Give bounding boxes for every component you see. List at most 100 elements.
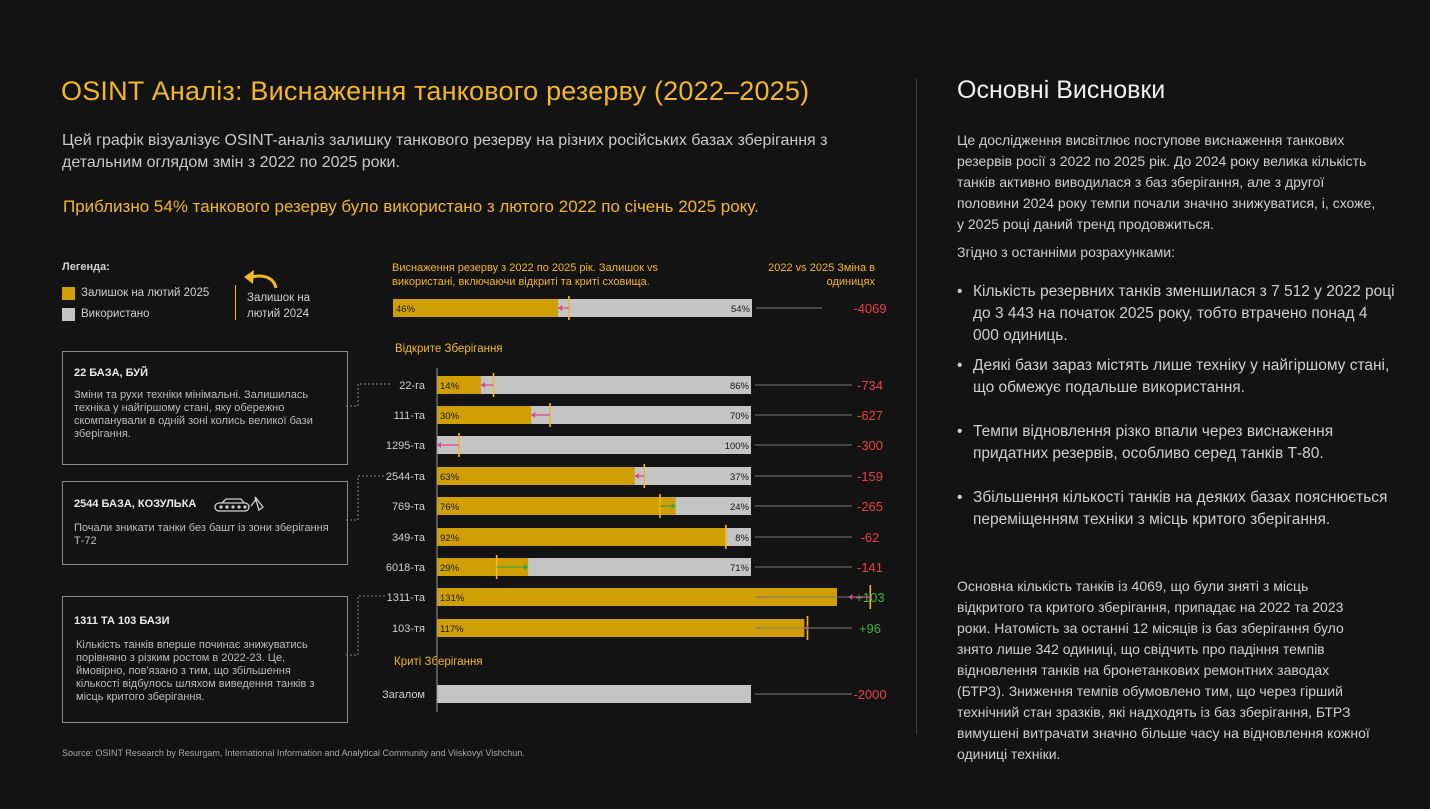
legend-marker-line (235, 285, 236, 320)
bullet-dot: • (957, 489, 963, 506)
note-box-2544: 2544 БАЗА, КОЗУЛЬКА Почали зникати танки… (62, 481, 348, 565)
bar-remaining (393, 299, 559, 317)
bar-remaining (437, 528, 726, 546)
change-arrow-head (558, 305, 563, 311)
panel-divider (916, 78, 917, 734)
conclusion-bullet: • Кількість резервних танків зменшилася … (957, 281, 1397, 347)
chart-change-header: 2022 vs 2025 Зміна в одиницях (768, 262, 875, 288)
bar-label-remaining: 76% (440, 502, 460, 513)
change-arrow-head (437, 442, 441, 448)
change-arrow-head (524, 564, 529, 570)
conclusion-bullet: • Збільшення кількості танків на деяких … (957, 487, 1397, 531)
change-value: -627 (857, 408, 883, 423)
change-arrow-head (634, 473, 639, 479)
bar-label-remaining: 29% (440, 563, 460, 574)
bar-used (437, 376, 751, 394)
bar-label-remaining: 63% (440, 472, 460, 483)
bar-label-used: 71% (730, 563, 750, 574)
conclusion-bullet-text: Деякі бази зараз містять лише техніку у … (973, 357, 1390, 396)
row-label: Загалом (382, 689, 425, 701)
bar-remaining (437, 467, 635, 485)
conclusion-bullet: • Деякі бази зараз містять лише техніку … (957, 355, 1397, 399)
tank-icon (214, 496, 264, 512)
change-value: +103 (855, 590, 884, 605)
change-value: -734 (857, 378, 883, 393)
row-label: 1311-та (387, 592, 426, 604)
change-value: -4069 (853, 301, 886, 316)
row-label: 2544-та (386, 471, 426, 483)
note-box-22: 22 БАЗА, БУЙ Зміни та рухи техніки мінім… (62, 351, 348, 465)
row-label: 111-та (394, 410, 426, 422)
change-value: -265 (857, 499, 883, 514)
bar-used (437, 685, 751, 703)
section-covered-storage: Криті Зберігання (394, 656, 483, 668)
bar-remaining (437, 619, 805, 637)
bar-remaining (437, 376, 481, 394)
bullet-dot: • (957, 357, 963, 374)
bar-label-used: 70% (730, 411, 750, 422)
note-connector (346, 595, 386, 656)
page-title: OSINT Аналіз: Виснаження танкового резер… (61, 76, 810, 106)
source-note: Source: OSINT Research by Resurgam, Inte… (62, 748, 525, 758)
legend-label-remaining: Залишок на лютий 2025 (81, 287, 210, 299)
note-box-1311-103: 1311 ТА 103 БАЗИ Кількість танків вперше… (62, 596, 348, 723)
row-label: 769-та (392, 501, 426, 513)
bar-label-remaining: 30% (440, 411, 460, 422)
conclusion-bullet-text: Кількість резервних танків зменшилася з … (973, 283, 1395, 344)
legend-swatch-remaining (62, 287, 75, 300)
change-value: -159 (857, 469, 883, 484)
conclusion-bullet-text: Темпи відновлення різко впали через висн… (973, 423, 1334, 462)
change-arrow-head (671, 503, 676, 509)
change-value: -300 (857, 438, 883, 453)
bar-label-used: 24% (730, 502, 750, 513)
conclusions-intro: Це дослідження висвітлює поступове висна… (957, 132, 1376, 232)
row-label: 6018-та (386, 562, 426, 574)
bullet-dot: • (957, 283, 963, 300)
conclusion-bullet-text: Збільшення кількості танків на деяких ба… (973, 489, 1388, 528)
bar-remaining (437, 558, 529, 576)
legend-label-2024: Залишок на лютий 2024 (247, 292, 311, 320)
page-description: Цей графік візуалізує OSINT-аналіз залиш… (62, 132, 828, 171)
bar-label-remaining: 14% (440, 381, 460, 392)
section-open-storage: Відкрите Зберігання (395, 343, 503, 355)
chart-title: Виснаження резерву з 2022 по 2025 рік. З… (392, 262, 659, 288)
conclusions-title: Основні Висновки (957, 76, 1166, 104)
note-text: Почали зникати танки без башт із зони зб… (74, 522, 329, 547)
bar-label-used: 54% (731, 304, 751, 315)
note-text: Кількість танків вперше починає знижуват… (76, 639, 315, 703)
change-value: +96 (859, 621, 881, 636)
bar-label-remaining: 131% (440, 593, 465, 604)
change-arrow-head (480, 382, 485, 388)
note-connector (346, 475, 386, 521)
conclusions-closing: Основна кількість танків із 4069, що бул… (957, 578, 1370, 762)
legend-label-used: Використано (81, 308, 150, 320)
bar-remaining (437, 497, 676, 515)
note-text: Зміни та рухи техніки мінімальні. Залиши… (74, 389, 313, 440)
change-value: -62 (861, 530, 880, 545)
key-finding: Приблизно 54% танкового резерву було вик… (63, 197, 759, 216)
change-arrow-head (531, 412, 536, 418)
bar-remaining (437, 406, 532, 424)
row-label: 103-тя (392, 623, 425, 635)
bullet-dot: • (957, 423, 963, 440)
bar-used (437, 436, 751, 454)
row-label: 1295-та (386, 440, 426, 452)
bar-label-used: 86% (730, 381, 750, 392)
note-title: 2544 БАЗА, КОЗУЛЬКА (74, 498, 197, 510)
legend-swatch-used (62, 308, 75, 321)
bar-remaining (437, 588, 837, 606)
change-value: -2000 (853, 687, 886, 702)
bar-label-remaining: 92% (440, 533, 460, 544)
depletion-bar-chart: 46% 54% -4069 14% 86% -734 22-га 30% 70% -627 111-… (346, 296, 887, 712)
conclusion-bullet: • Темпи відновлення різко впали через ви… (957, 421, 1397, 465)
row-label: 22-га (399, 380, 426, 392)
bar-label-used: 37% (730, 472, 750, 483)
legend-title: Легенда: (62, 261, 110, 273)
bar-label-remaining: 117% (440, 624, 464, 635)
conclusions-calc: Згідно з останніми розрахунками: (957, 244, 1175, 260)
bar-label-used: 100% (725, 441, 750, 452)
note-title: 1311 ТА 103 БАЗИ (74, 615, 170, 627)
row-label: 349-та (392, 532, 426, 544)
bar-label-remaining: 46% (396, 304, 416, 315)
note-connector (346, 383, 392, 407)
